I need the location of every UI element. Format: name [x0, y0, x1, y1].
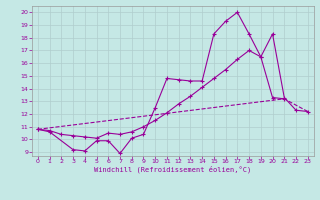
X-axis label: Windchill (Refroidissement éolien,°C): Windchill (Refroidissement éolien,°C) [94, 166, 252, 173]
